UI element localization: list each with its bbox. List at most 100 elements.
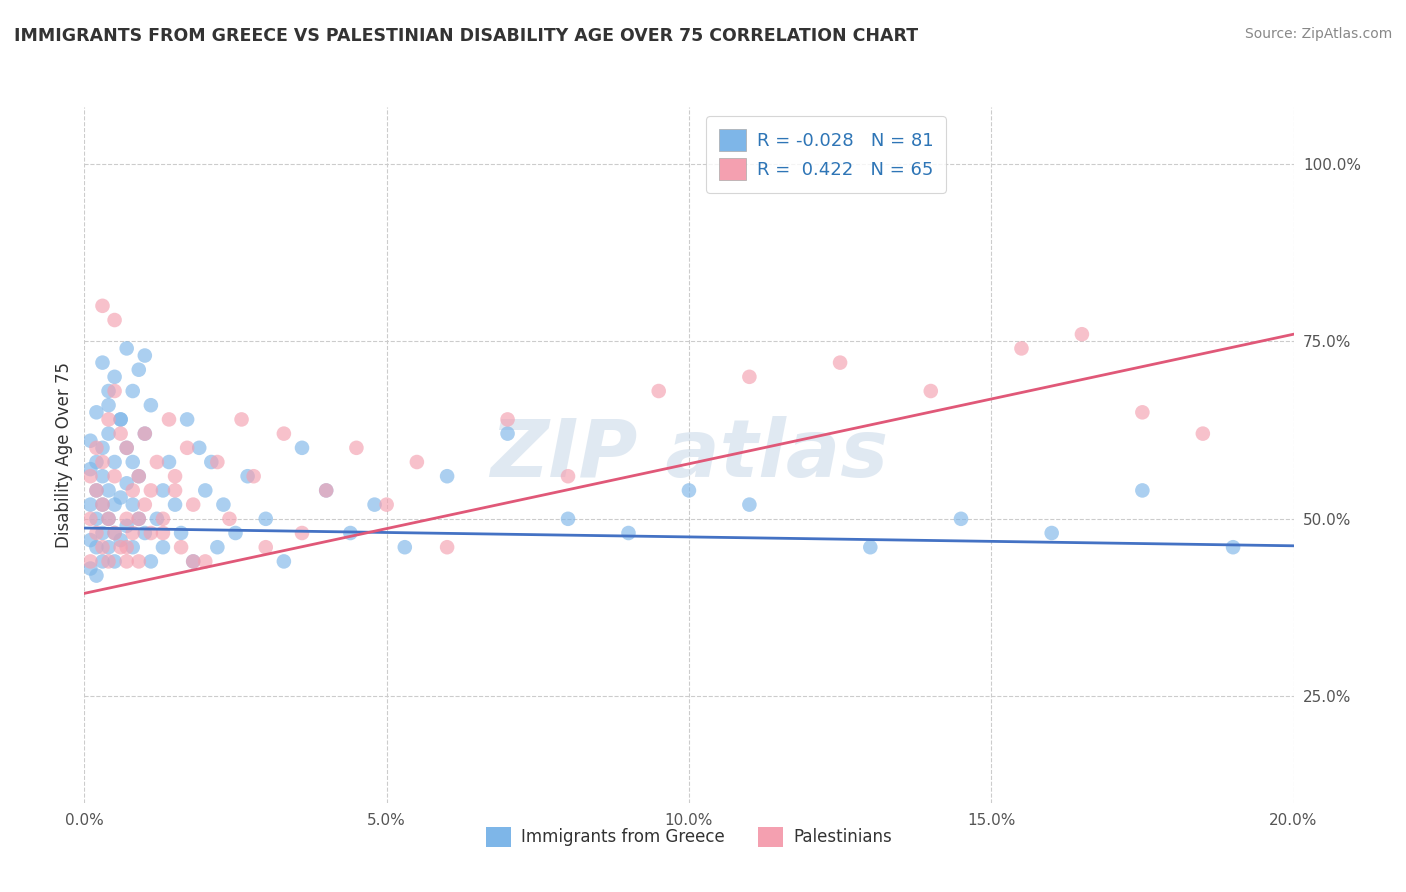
Point — [86, 526, 108, 541]
Point — [86, 540, 108, 554]
Point — [115, 540, 138, 554]
Point — [97, 540, 120, 554]
Point — [86, 483, 108, 498]
Point — [104, 369, 127, 384]
Text: Source: ZipAtlas.com: Source: ZipAtlas.com — [1244, 27, 1392, 41]
Point — [104, 469, 127, 483]
Point — [188, 441, 211, 455]
Point — [134, 349, 156, 363]
Point — [97, 398, 120, 412]
Point — [121, 384, 143, 398]
Point — [207, 540, 229, 554]
Point — [152, 526, 174, 541]
Point — [557, 512, 579, 526]
Y-axis label: Disability Age Over 75: Disability Age Over 75 — [55, 362, 73, 548]
Text: ZIP atlas: ZIP atlas — [489, 416, 889, 494]
Point — [1222, 540, 1244, 554]
Point — [97, 426, 120, 441]
Point — [128, 469, 150, 483]
Point — [79, 462, 101, 476]
Point — [134, 498, 156, 512]
Point — [920, 384, 942, 398]
Point — [79, 561, 101, 575]
Point — [115, 519, 138, 533]
Point — [291, 441, 314, 455]
Point — [115, 441, 138, 455]
Point — [231, 412, 253, 426]
Point — [86, 441, 108, 455]
Point — [315, 483, 337, 498]
Point — [139, 554, 162, 568]
Point — [121, 483, 143, 498]
Point — [165, 483, 187, 498]
Point — [86, 483, 108, 498]
Point — [1130, 483, 1153, 498]
Point — [254, 512, 277, 526]
Point — [194, 483, 217, 498]
Point — [104, 313, 127, 327]
Point — [134, 526, 156, 541]
Point — [91, 441, 114, 455]
Point — [91, 469, 114, 483]
Point — [91, 455, 114, 469]
Point — [436, 540, 458, 554]
Point — [86, 568, 108, 582]
Point — [110, 533, 132, 548]
Point — [104, 384, 127, 398]
Point — [165, 498, 187, 512]
Point — [91, 498, 114, 512]
Point — [115, 476, 138, 491]
Point — [394, 540, 416, 554]
Point — [678, 483, 700, 498]
Point — [104, 526, 127, 541]
Point — [110, 412, 132, 426]
Point — [128, 512, 150, 526]
Point — [152, 540, 174, 554]
Point — [79, 533, 101, 548]
Point — [207, 455, 229, 469]
Point — [91, 540, 114, 554]
Point — [315, 483, 337, 498]
Point — [121, 540, 143, 554]
Point — [110, 426, 132, 441]
Point — [157, 412, 180, 426]
Point — [128, 362, 150, 376]
Point — [91, 554, 114, 568]
Point — [139, 398, 162, 412]
Point — [128, 554, 150, 568]
Point — [273, 554, 295, 568]
Point — [91, 526, 114, 541]
Point — [104, 498, 127, 512]
Point — [496, 426, 519, 441]
Point — [104, 526, 127, 541]
Point — [363, 498, 385, 512]
Point — [79, 469, 101, 483]
Point — [436, 469, 458, 483]
Point — [291, 526, 314, 541]
Point — [79, 512, 101, 526]
Point — [375, 498, 398, 512]
Point — [1130, 405, 1153, 419]
Point — [496, 412, 519, 426]
Point — [165, 469, 187, 483]
Point — [170, 526, 193, 541]
Point — [1071, 327, 1094, 342]
Point — [86, 512, 108, 526]
Point — [218, 512, 240, 526]
Point — [110, 412, 132, 426]
Point — [115, 512, 138, 526]
Point — [121, 498, 143, 512]
Point — [176, 441, 198, 455]
Point — [128, 469, 150, 483]
Point — [134, 426, 156, 441]
Point — [181, 498, 204, 512]
Point — [91, 356, 114, 370]
Point — [115, 441, 138, 455]
Point — [254, 540, 277, 554]
Point — [648, 384, 671, 398]
Point — [557, 469, 579, 483]
Point — [128, 512, 150, 526]
Point — [146, 512, 169, 526]
Point — [146, 455, 169, 469]
Point — [104, 554, 127, 568]
